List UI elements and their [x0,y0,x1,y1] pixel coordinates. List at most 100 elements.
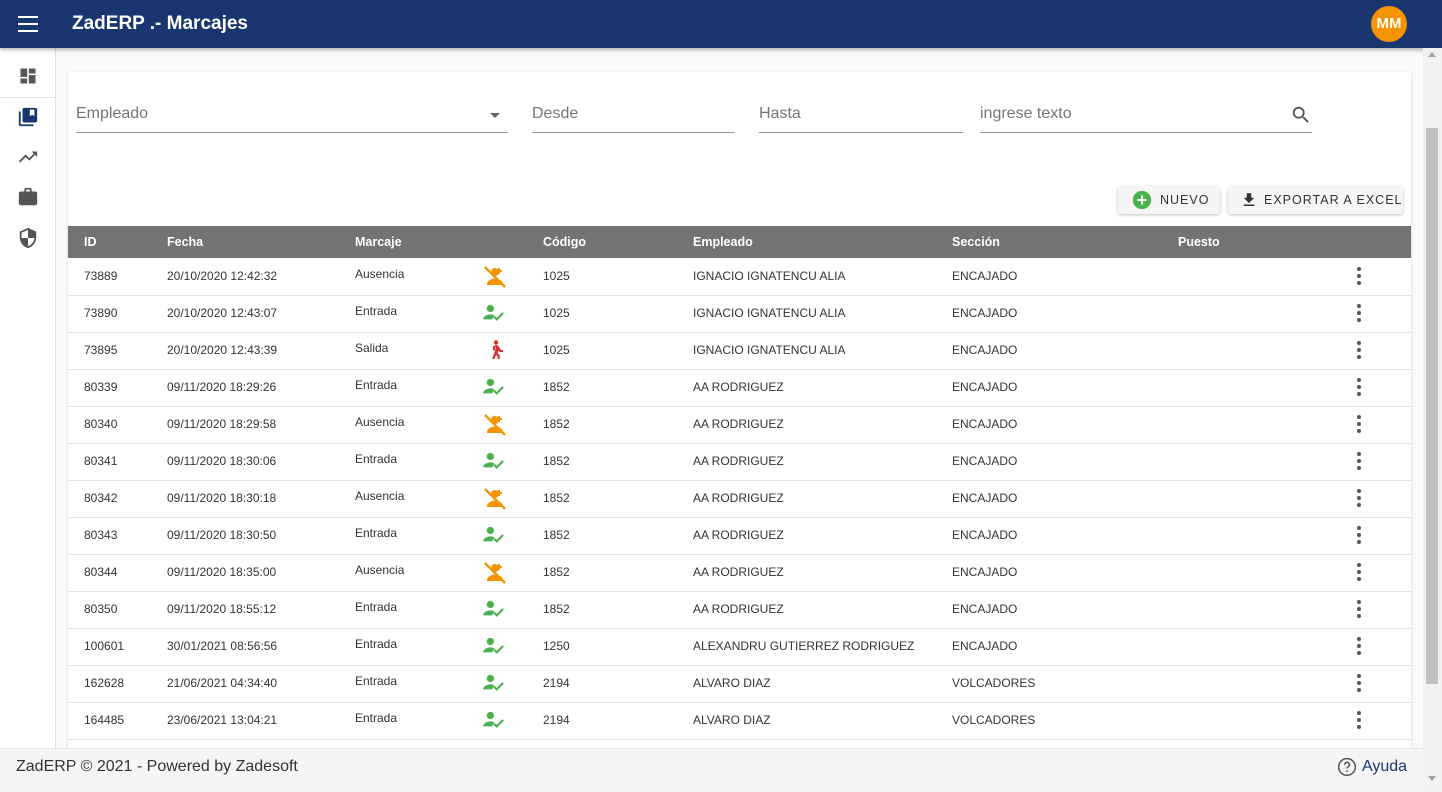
col-marcaje[interactable]: Marcaje [355,235,402,249]
table-row[interactable]: 162628 21/06/2021 04:34:40 Entrada 2194 ALVA… [68,665,1411,703]
work-icon[interactable] [15,184,41,210]
avatar[interactable]: MM [1371,6,1407,42]
table-row[interactable]: 73890 20/10/2020 12:43:07 Entrada 1025 IGNAC… [68,295,1411,333]
cell-fecha: 09/11/2020 18:29:26 [167,380,277,394]
cell-id: 80350 [84,602,118,616]
cell-seccion: ENCAJADO [952,306,1018,320]
scroll-up-arrow-icon[interactable] [1428,52,1436,57]
table-row[interactable]: 73889 20/10/2020 12:42:32 Ausencia 1025 IGNA… [68,258,1411,296]
cell-marcaje: Entrada [355,304,398,318]
entrada-status-icon [483,636,505,659]
cell-id: 80341 [84,454,118,468]
cell-fecha: 09/11/2020 18:29:58 [167,417,277,431]
hasta-field[interactable] [759,96,963,133]
table-row[interactable]: 80350 09/11/2020 18:55:12 Entrada 1852 AA RO… [68,591,1411,629]
cell-seccion: ENCAJADO [952,454,1018,468]
desde-input[interactable] [532,96,735,132]
cell-id: 162628 [84,676,125,690]
cell-marcaje: Entrada [355,637,398,651]
table-row[interactable]: 73895 20/10/2020 12:43:39 Salida 1025 IGNACI… [68,332,1411,370]
cell-codigo: 1852 [543,491,570,505]
cell-marcaje: Entrada [355,526,398,540]
cell-id: 80344 [84,565,118,579]
table-row[interactable]: 100601 30/01/2021 08:56:56 Entrada 1250 ALEX… [68,628,1411,666]
cell-fecha: 20/10/2020 12:43:07 [167,306,278,320]
cell-empleado: ALVARO DIAZ [693,676,771,690]
table-row[interactable]: 80344 09/11/2020 18:35:00 Ausencia 1852 AA R… [68,554,1411,592]
trending-up-icon[interactable] [15,144,41,170]
cell-id: 73889 [84,269,118,283]
table-row[interactable]: 80341 09/11/2020 18:30:06 Entrada 1852 AA RO… [68,443,1411,481]
cell-seccion: ENCAJADO [952,565,1018,579]
security-icon[interactable] [15,225,41,251]
cell-empleado: ALVARO DIAZ [693,713,771,727]
table-row[interactable]: 80342 09/11/2020 18:30:18 Ausencia 1852 AA R… [68,480,1411,518]
ausencia-status-icon [483,562,507,587]
cell-fecha: 09/11/2020 18:30:50 [167,528,277,542]
more-vert-icon[interactable] [1354,637,1364,655]
more-vert-icon[interactable] [1354,711,1364,729]
library-books-icon[interactable] [15,104,41,130]
more-vert-icon[interactable] [1354,489,1364,507]
more-vert-icon[interactable] [1354,304,1364,322]
more-vert-icon[interactable] [1354,341,1364,359]
scroll-down-arrow-icon[interactable] [1428,776,1436,781]
dropdown-arrow-icon[interactable] [490,113,500,118]
cell-empleado: IGNACIO IGNATENCU ALIA [693,269,846,283]
ausencia-status-icon [483,266,507,291]
search-field[interactable] [980,96,1312,133]
cell-empleado: AA RODRIGUEZ [693,380,784,394]
exportar-excel-button[interactable]: EXPORTAR A EXCEL [1228,186,1403,214]
col-id[interactable]: ID [84,235,97,249]
entrada-status-icon [483,525,505,548]
cell-id: 80339 [84,380,118,394]
empleado-select[interactable] [76,96,508,133]
scroll-thumb[interactable] [1426,128,1438,684]
cell-marcaje: Ausencia [355,267,405,281]
more-vert-icon[interactable] [1354,526,1364,544]
desde-field[interactable] [532,96,735,133]
cell-fecha: 20/10/2020 12:43:39 [167,343,278,357]
cell-seccion: ENCAJADO [952,380,1018,394]
table-header: ID Fecha Marcaje Código Empleado Sección… [68,226,1411,258]
menu-icon[interactable] [18,16,38,32]
cell-codigo: 1852 [543,454,570,468]
empleado-input[interactable] [76,96,508,132]
table-row[interactable]: 80339 09/11/2020 18:29:26 Entrada 1852 AA RO… [68,369,1411,407]
cell-seccion: ENCAJADO [952,639,1018,653]
nuevo-button[interactable]: NUEVO [1118,186,1220,214]
more-vert-icon[interactable] [1354,415,1364,433]
more-vert-icon[interactable] [1354,452,1364,470]
table-row[interactable]: 164485 23/06/2021 13:04:21 Entrada 2194 ALVA… [68,702,1411,740]
page-title: ZadERP .- Marcajes [72,13,249,34]
cell-id: 73895 [84,343,118,357]
salida-status-icon [487,340,503,363]
marcajes-card: NUEVO EXPORTAR A EXCEL ID Fecha Marcaje … [68,72,1411,752]
table-row[interactable]: 80343 09/11/2020 18:30:50 Entrada 1852 AA RO… [68,517,1411,555]
more-vert-icon[interactable] [1354,563,1364,581]
dashboard-icon[interactable] [15,63,41,89]
col-seccion[interactable]: Sección [952,235,1000,249]
cell-codigo: 1852 [543,417,570,431]
col-fecha[interactable]: Fecha [167,235,204,249]
search-icon[interactable] [1290,104,1312,131]
more-vert-icon[interactable] [1354,267,1364,285]
more-vert-icon[interactable] [1354,674,1364,692]
help-link[interactable]: Ayuda [1337,757,1407,777]
search-input[interactable] [980,96,1312,132]
cell-marcaje: Salida [355,341,389,355]
col-puesto[interactable]: Puesto [1178,235,1220,249]
more-vert-icon[interactable] [1354,600,1364,618]
cell-fecha: 30/01/2021 08:56:56 [167,639,278,653]
entrada-status-icon [483,673,505,696]
table-row[interactable]: 80340 09/11/2020 18:29:58 Ausencia 1852 AA R… [68,406,1411,444]
more-vert-icon[interactable] [1354,378,1364,396]
cell-empleado: ALEXANDRU GUTIERREZ RODRIGUEZ [693,639,915,653]
ausencia-status-icon [483,414,507,439]
cell-seccion: ENCAJADO [952,491,1018,505]
col-codigo[interactable]: Código [543,235,587,249]
page-scrollbar[interactable] [1423,48,1442,791]
hasta-input[interactable] [759,96,963,132]
col-empleado[interactable]: Empleado [693,235,753,249]
cell-fecha: 21/06/2021 04:34:40 [167,676,278,690]
